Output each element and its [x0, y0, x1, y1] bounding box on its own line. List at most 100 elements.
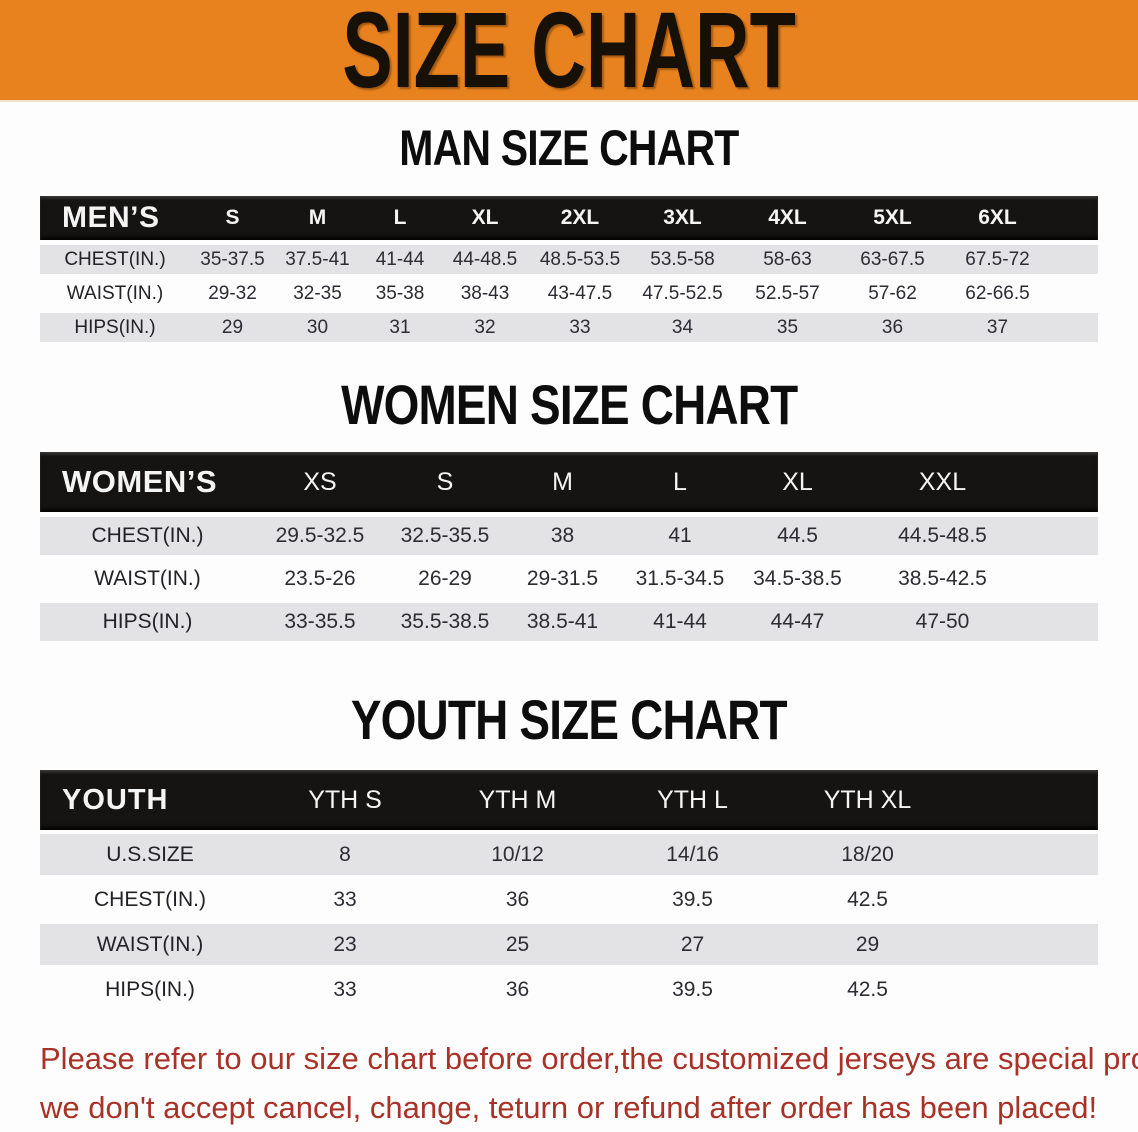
women-section-heading-text: WOMEN SIZE CHART [340, 373, 798, 436]
table-row: WAIST(IN.) 23 25 27 29 [40, 924, 1098, 965]
banner-title: SIZE CHART [342, 0, 796, 110]
table-row: HIPS(IN.) 33-35.5 35.5-38.5 38.5-41 41-4… [40, 603, 1098, 641]
row-label: HIPS(IN.) [74, 316, 156, 338]
table-row: HIPS(IN.) 33 36 39.5 42.5 [40, 969, 1098, 1010]
column-header: YTH L [657, 785, 728, 814]
youth-size-table: YOUTH YTH S YTH M YTH L YTH XL U.S.SIZE … [40, 770, 1098, 1010]
table-cell: 8 [339, 842, 351, 866]
table-cell: 36 [505, 977, 530, 1001]
column-header: L [673, 467, 687, 496]
row-label: HIPS(IN.) [105, 977, 195, 1001]
table-cell: 53.5-58 [650, 248, 715, 270]
table-cell: 38.5-42.5 [898, 567, 987, 590]
column-header: YTH XL [823, 785, 912, 814]
column-header: 5XL [873, 206, 912, 229]
table-cell: 23.5-26 [284, 567, 356, 590]
order-policy-note-line2: we don't accept cancel, change, teturn o… [40, 1090, 1098, 1125]
column-header: M [308, 206, 327, 229]
men-size-table: MEN’S S M L XL 2XL 3XL 4XL 5XL 6XL CHEST… [40, 196, 1098, 342]
women-table-title: WOMEN’S [62, 464, 218, 499]
table-cell: 29.5-32.5 [275, 524, 365, 547]
table-row: HIPS(IN.) 29 30 31 32 33 34 35 36 37 [40, 313, 1098, 342]
column-header: 2XL [560, 206, 600, 229]
table-cell: 38.5-41 [526, 610, 599, 633]
table-row: WAIST(IN.) 23.5-26 26-29 29-31.5 31.5-34… [40, 560, 1098, 598]
table-cell: 44.5 [777, 524, 818, 547]
column-header: S [225, 206, 240, 229]
table-cell: 37 [986, 316, 1009, 338]
table-row: CHEST(IN.) 33 36 39.5 42.5 [40, 879, 1098, 920]
table-cell: 38 [550, 524, 575, 547]
table-cell: 32.5-35.5 [400, 524, 490, 547]
row-label: WAIST(IN.) [66, 282, 164, 304]
row-label: CHEST(IN.) [64, 248, 166, 270]
table-row: WAIST(IN.) 29-32 32-35 35-38 38-43 43-47… [40, 279, 1098, 308]
youth-section-heading-text: YOUTH SIZE CHART [351, 688, 788, 751]
table-cell: 41 [668, 524, 692, 547]
table-cell: 33 [569, 316, 591, 338]
table-cell: 57-62 [868, 282, 917, 304]
table-cell: 36 [881, 316, 904, 338]
table-cell: 10/12 [491, 842, 544, 866]
table-cell: 43-47.5 [547, 282, 613, 304]
table-cell: 32-35 [293, 282, 342, 304]
table-cell: 33 [333, 887, 357, 911]
women-size-table: WOMEN’S XS S M L XL XXL CHEST(IN.) 29.5-… [40, 452, 1098, 641]
table-cell: 67.5-72 [965, 248, 1030, 270]
youth-section-heading: YOUTH SIZE CHART [0, 689, 1138, 751]
table-cell: 42.5 [847, 887, 888, 911]
column-header: L [393, 206, 407, 229]
men-table-header-row: MEN’S S M L XL 2XL 3XL 4XL 5XL 6XL [40, 196, 1098, 240]
table-cell: 44-48.5 [452, 248, 518, 270]
column-header: XL [782, 467, 813, 496]
table-cell: 30 [306, 316, 329, 338]
column-header: 3XL [663, 206, 702, 229]
column-header: YTH M [478, 785, 557, 814]
table-cell: 31 [389, 316, 411, 338]
row-label: HIPS(IN.) [102, 610, 193, 633]
table-cell: 39.5 [672, 887, 713, 911]
column-header: XL [471, 206, 499, 229]
row-label: CHEST(IN.) [91, 524, 204, 547]
table-cell: 36 [505, 887, 530, 911]
table-cell: 26-29 [418, 567, 472, 590]
table-cell: 41-44 [653, 610, 707, 633]
column-header: YTH S [308, 785, 382, 814]
table-cell: 34 [671, 316, 694, 338]
table-cell: 48.5-53.5 [539, 248, 621, 270]
table-cell: 42.5 [847, 977, 888, 1001]
table-cell: 58-63 [763, 248, 812, 270]
column-header: M [552, 467, 573, 496]
table-cell: 62-66.5 [965, 282, 1030, 304]
table-cell: 37.5-41 [285, 248, 350, 270]
women-table-header-row: WOMEN’S XS S M L XL XXL [40, 452, 1098, 512]
table-cell: 35-38 [375, 282, 425, 304]
order-policy-note-line1: Please refer to our size chart before or… [40, 1041, 1138, 1076]
table-cell: 27 [680, 932, 705, 956]
men-section-heading: MAN SIZE CHART [0, 118, 1138, 178]
table-cell: 44.5-48.5 [898, 524, 987, 547]
table-cell: 33 [333, 977, 357, 1001]
women-section-heading: WOMEN SIZE CHART [0, 374, 1138, 436]
table-cell: 32 [474, 316, 496, 338]
table-cell: 18/20 [841, 842, 894, 866]
row-label: U.S.SIZE [106, 842, 194, 866]
table-cell: 29-32 [208, 282, 257, 304]
table-cell: 52.5-57 [755, 282, 820, 304]
youth-table-header-row: YOUTH YTH S YTH M YTH L YTH XL [40, 770, 1098, 830]
table-row: U.S.SIZE 8 10/12 14/16 18/20 [40, 834, 1098, 875]
table-cell: 25 [505, 932, 530, 956]
table-cell: 29-31.5 [526, 567, 599, 590]
table-cell: 44-47 [770, 610, 825, 633]
column-header: XXL [918, 467, 967, 496]
men-table-title: MEN’S [62, 201, 160, 234]
table-cell: 35-37.5 [200, 248, 265, 270]
table-cell: 34.5-38.5 [753, 567, 842, 590]
table-cell: 41-44 [375, 248, 425, 270]
table-row: CHEST(IN.) 29.5-32.5 32.5-35.5 38 41 44.… [40, 517, 1098, 555]
table-cell: 38-43 [460, 282, 510, 304]
row-label: WAIST(IN.) [96, 932, 204, 956]
table-cell: 23 [333, 932, 357, 956]
table-cell: 14/16 [666, 842, 719, 866]
row-label: WAIST(IN.) [94, 567, 201, 590]
